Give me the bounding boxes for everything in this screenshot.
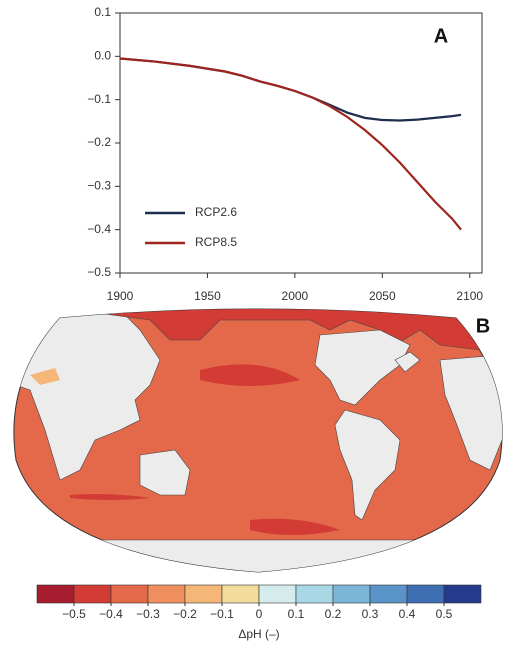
map <box>13 308 503 573</box>
x-tick-label: 0.1 <box>288 607 305 621</box>
x-tick-label: 2000 <box>282 289 309 303</box>
panel-label: B <box>476 315 490 337</box>
axes-frame <box>119 12 483 274</box>
colorbar-box <box>221 584 260 604</box>
x-tick-label: 0.3 <box>362 607 379 621</box>
colorbar-box <box>369 584 408 604</box>
region <box>200 364 300 386</box>
x-tick-label: 1900 <box>107 289 134 303</box>
y-tick-label: −0.3 <box>87 179 111 193</box>
x-tick-label: 0.5 <box>436 607 453 621</box>
x-tick-label: 0.4 <box>399 607 416 621</box>
axis-label: ΔpH (–) <box>238 627 279 641</box>
colorbar-box <box>184 584 223 604</box>
x-tick-label: −0.4 <box>99 607 123 621</box>
region <box>30 368 60 385</box>
legend-label: RCP2.6 <box>195 205 237 219</box>
x-tick-label: 1950 <box>194 289 221 303</box>
colorbar-box <box>332 584 371 604</box>
colorbar-box <box>147 584 186 604</box>
data-line <box>119 57 462 231</box>
colorbar-box <box>406 584 445 604</box>
y-tick-label: −0.1 <box>87 92 111 106</box>
y-tick-label: 0.0 <box>94 49 111 63</box>
colorbar-box <box>443 584 482 604</box>
x-tick-label: −0.3 <box>136 607 160 621</box>
colorbar-box <box>295 584 334 604</box>
region <box>70 494 150 500</box>
y-tick-label: −0.2 <box>87 135 111 149</box>
colorbar-box <box>110 584 149 604</box>
x-tick-label: 0.2 <box>325 607 342 621</box>
panel-label: A <box>434 25 448 47</box>
colorbar-box <box>258 584 297 604</box>
legend-label: RCP8.5 <box>195 235 237 249</box>
y-tick-label: −0.5 <box>87 265 111 279</box>
region <box>250 518 340 535</box>
x-tick-label: 2050 <box>369 289 396 303</box>
x-tick-label: −0.2 <box>173 607 197 621</box>
x-tick-label: 2100 <box>456 289 483 303</box>
colorbar-box <box>73 584 112 604</box>
x-tick-label: −0.5 <box>62 607 86 621</box>
x-tick-label: 0 <box>256 607 263 621</box>
y-tick-label: −0.4 <box>87 222 111 236</box>
y-tick-label: 0.1 <box>94 5 111 19</box>
x-tick-label: −0.1 <box>210 607 234 621</box>
colorbar-box <box>36 584 75 604</box>
